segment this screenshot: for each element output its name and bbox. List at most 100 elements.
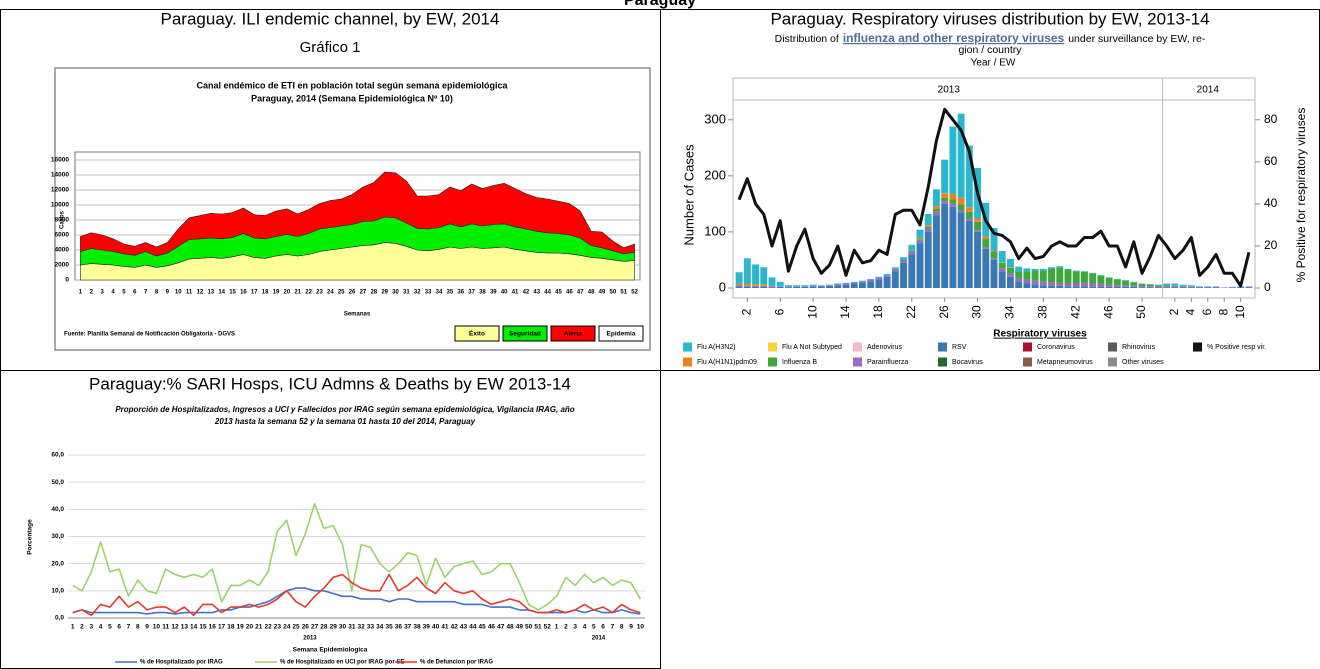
x-tick-label: 14 [190, 624, 198, 631]
x-tick-label: 22 [264, 624, 272, 631]
x-tick-label: 1 [79, 290, 83, 296]
bar-segment [1015, 281, 1023, 288]
bar-segment [900, 259, 908, 261]
bar-segment [858, 281, 866, 283]
figure-label: Gráfico 1 [300, 39, 361, 56]
bar-segment [982, 238, 990, 248]
x-tick-label: 41 [441, 624, 449, 631]
bar-segment [1080, 271, 1088, 283]
legend-label: Alerta [564, 331, 583, 338]
bar-segment [1097, 286, 1105, 288]
x-tick-label: 3 [89, 624, 93, 631]
bar-segment [1130, 282, 1138, 286]
y-tick-label: 12000 [51, 187, 69, 194]
x-tick-label: 9 [629, 624, 633, 631]
bar-segment [1196, 286, 1204, 288]
bar-segment [776, 281, 784, 287]
y-tick-label: 6000 [55, 232, 70, 239]
line-series [72, 573, 641, 617]
legend-swatch [1108, 342, 1117, 352]
x-tick-label: 38 [413, 624, 421, 631]
x-tick-label: 10 [805, 305, 819, 319]
year-label: 2014 [592, 636, 606, 642]
legend-label: Éxito [469, 329, 485, 338]
bar-segment [842, 283, 850, 285]
bar-segment [1196, 286, 1204, 287]
x-tick-label: 20 [246, 624, 254, 631]
bar-segment [1080, 282, 1088, 287]
bar-segment [957, 212, 965, 288]
x-tick-label: 21 [255, 624, 263, 631]
bar-segment [908, 251, 916, 255]
bar-segment [1039, 285, 1047, 288]
y-tick-label: 2000 [55, 262, 70, 269]
bar-segment [1154, 287, 1162, 288]
x-tick-label: 47 [497, 624, 505, 631]
bar-segment [793, 286, 801, 287]
x-axis-title: Semana Epidemiologica [293, 647, 368, 654]
bar-segment [1179, 284, 1187, 286]
bar-segment [858, 280, 866, 282]
bar-segment [1097, 275, 1105, 276]
x-tick-label: 23 [316, 290, 323, 296]
page-title: Paraguay [624, 0, 696, 9]
bar-segment [1163, 287, 1171, 288]
bar-segment [1171, 286, 1179, 288]
x-tick-label: 15 [199, 624, 207, 631]
legend-label: Seguridad [509, 331, 541, 338]
bar-segment [957, 210, 965, 213]
legend-label: Other viruses [1122, 359, 1164, 366]
x-tick-label: 39 [490, 290, 497, 296]
x-tick-label: 30 [970, 305, 984, 319]
bar-segment [916, 229, 924, 239]
y-tick-label: 0 [65, 277, 69, 284]
x-tick-label: 6 [1200, 308, 1214, 315]
x-tick-label: 3 [100, 290, 104, 296]
bar-segment [1023, 268, 1031, 272]
chart-title: 2013 hasta la semana 52 y la semana 01 h… [214, 417, 476, 426]
bar-segment [1048, 268, 1056, 283]
x-tick-label: 48 [588, 290, 595, 296]
x-tick-label: 50 [1134, 305, 1148, 319]
bar-segment [908, 251, 916, 252]
bar-segment [974, 218, 982, 222]
bar-segment [1039, 281, 1047, 286]
x-tick-label: 34 [376, 624, 384, 631]
subtitle-link[interactable]: influenza and other respiratory viruses [843, 31, 1065, 45]
bar-segment [1187, 286, 1195, 287]
bar-segment [1245, 286, 1253, 287]
legend-swatch [938, 357, 947, 367]
legend-title: Respiratory viruses [993, 329, 1087, 340]
bar-segment [1154, 284, 1162, 286]
bar-segment [891, 271, 899, 288]
bar-segment [941, 201, 949, 204]
x-tick-label: 33 [425, 290, 432, 296]
bar-segment [965, 220, 973, 288]
bar-segment [982, 236, 990, 239]
x-tick-label: 29 [330, 624, 338, 631]
bar-segment [768, 286, 776, 288]
plot-frame [732, 99, 1256, 299]
bar-segment [1204, 286, 1212, 288]
x-tick-label: 8 [136, 624, 140, 631]
x-tick-label: 10 [153, 624, 161, 631]
x-tick-label: 38 [479, 290, 486, 296]
bar-segment [974, 231, 982, 288]
x-tick-label: 27 [360, 290, 367, 296]
x-tick-label: 42 [523, 290, 530, 296]
legend-label: % de Hospitalizado en UCI por IRAG por S… [280, 660, 404, 666]
x-tick-label: 2 [80, 624, 84, 631]
bar-segment [924, 231, 932, 288]
x-tick-label: 30 [339, 624, 347, 631]
bar-segment [858, 282, 866, 288]
x-tick-label: 14 [218, 290, 225, 296]
bar-segment [1089, 272, 1097, 274]
bar-segment [1179, 287, 1187, 288]
x-tick-label: 16 [209, 624, 217, 631]
x-tick-label: 11 [186, 290, 193, 296]
bar-segment [735, 272, 743, 284]
legend-label: Bocavirus [952, 359, 983, 366]
y-tick-label: 60,0 [51, 452, 64, 459]
bar-segment [949, 126, 957, 194]
x-tick-label: 18 [262, 290, 269, 296]
